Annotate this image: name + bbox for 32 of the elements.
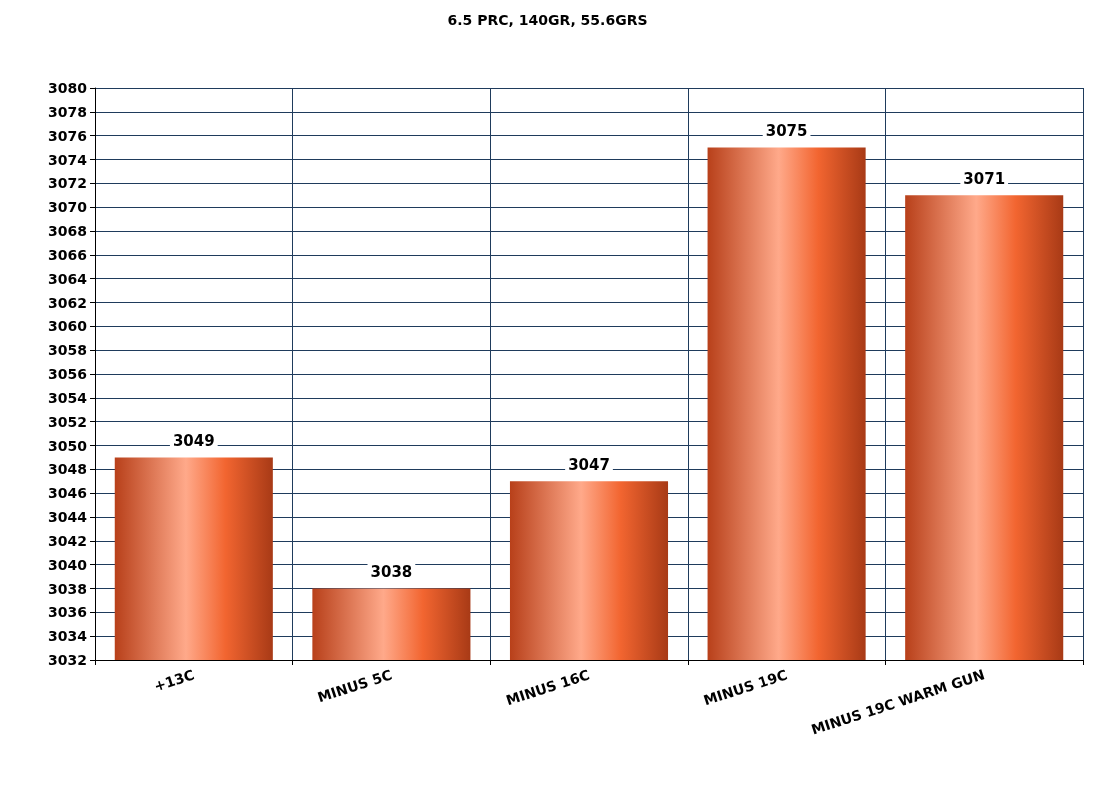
y-tick-label: 3080: [48, 80, 88, 96]
y-tick-label: 3050: [48, 437, 88, 454]
y-tick-label: 3048: [48, 461, 87, 478]
y-tick-label: 3032: [48, 652, 87, 668]
data-label: 3047: [568, 455, 610, 474]
y-tick-label: 3038: [48, 580, 87, 597]
y-tick-label: 3042: [48, 532, 87, 549]
data-label: 3075: [765, 122, 808, 141]
y-tick-label: 3070: [48, 199, 88, 216]
data-label: 3038: [370, 563, 413, 581]
y-tick-label: 3044: [48, 509, 88, 525]
data-label: 3071: [963, 169, 1006, 188]
y-tick-label: 3036: [48, 604, 87, 621]
y-tick-label: 3068: [48, 223, 87, 239]
y-tick-label: 3066: [48, 246, 87, 263]
y-tick-label: 3076: [48, 127, 87, 144]
y-tick-label: 3062: [48, 294, 87, 311]
y-tick-label: 3072: [48, 175, 87, 192]
y-tick-label: 3058: [48, 342, 87, 359]
y-tick-label: 3078: [48, 103, 87, 120]
y-tick-label: 3054: [48, 389, 88, 406]
y-tick-label: 3040: [48, 556, 88, 573]
y-tick-label: 3074: [48, 151, 88, 168]
y-tick-label: 3052: [48, 413, 87, 430]
y-tick-label: 3046: [48, 485, 87, 502]
x-tick-label: +13C: [151, 666, 197, 695]
data-label: 3049: [172, 431, 215, 450]
y-tick-label: 3056: [48, 366, 87, 382]
y-tick-label: 3064: [48, 270, 88, 287]
y-tick-label: 3034: [48, 628, 88, 645]
y-tick-label: 3060: [48, 318, 88, 335]
chart-title: 6.5 PRC, 140GR, 55.6GRS: [447, 12, 648, 28]
